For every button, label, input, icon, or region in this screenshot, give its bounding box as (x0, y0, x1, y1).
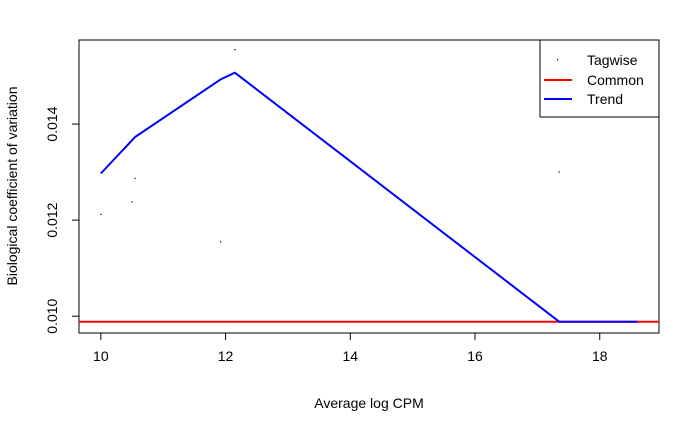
plot-marks (79, 49, 659, 323)
tagwise-point-2 (134, 177, 136, 179)
legend-label-common: Common (587, 72, 644, 88)
tagwise-point-4 (234, 49, 236, 51)
x-tick-label-0: 10 (93, 348, 109, 364)
y-axis-label: Biological coefficient of variation (4, 87, 20, 286)
x-tick-label-1: 12 (218, 348, 234, 364)
y-axis: 0.010 0.012 0.014 (44, 106, 80, 334)
trend-line (100, 71, 638, 323)
tagwise-point-3 (219, 241, 222, 243)
x-axis-label: Average log CPM (314, 395, 423, 411)
x-axis: 10 12 14 16 18 (93, 332, 608, 364)
x-tick-label-2: 14 (343, 348, 359, 364)
y-tick-label-2: 0.014 (44, 106, 60, 141)
tagwise-point-5 (558, 171, 560, 173)
x-tick-label-3: 16 (467, 348, 483, 364)
y-tick-label-0: 0.010 (44, 298, 60, 333)
legend: Tagwise Common Trend (539, 39, 660, 118)
y-tick-label-1: 0.012 (44, 202, 60, 237)
tagwise-point-1 (131, 201, 133, 203)
legend-symbol-tagwise (557, 59, 559, 61)
legend-box (539, 39, 660, 118)
legend-label-trend: Trend (587, 91, 623, 107)
legend-label-tagwise: Tagwise (587, 52, 638, 68)
tagwise-point-0 (100, 213, 102, 215)
x-tick-label-4: 18 (592, 348, 608, 364)
